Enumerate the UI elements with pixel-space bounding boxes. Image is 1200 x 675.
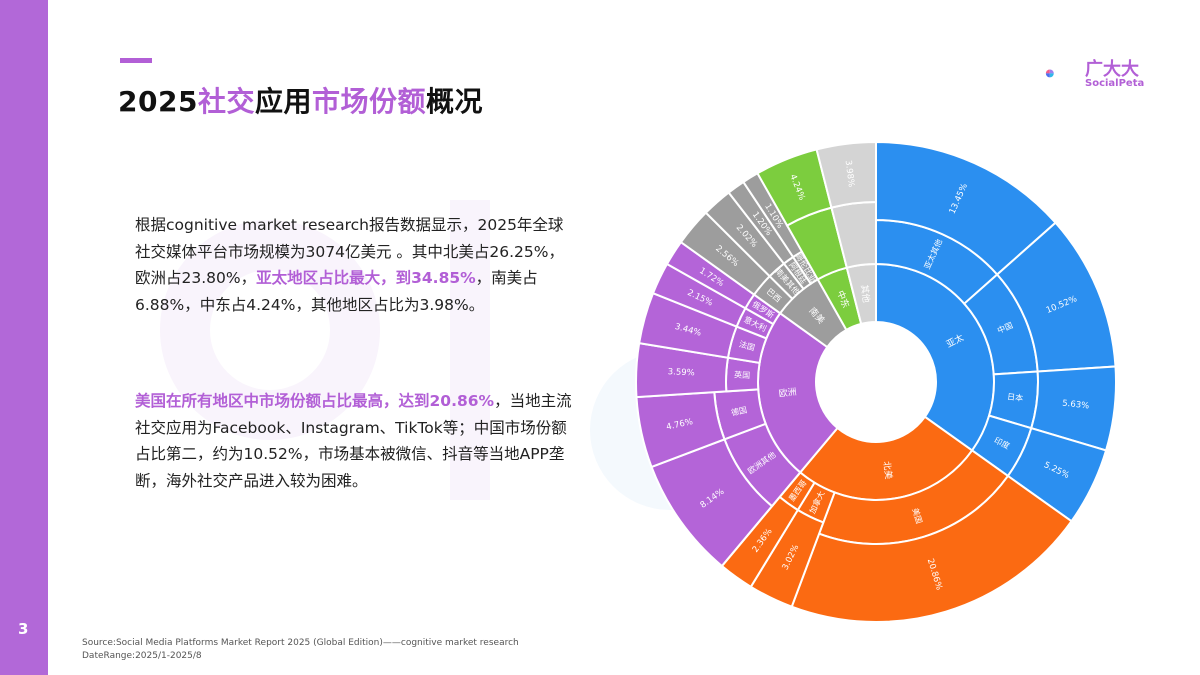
sunburst-value-label: 5.63% (1062, 399, 1090, 412)
sunburst-value-label: 3.59% (667, 367, 694, 378)
sunburst-region-label: 其他 (858, 284, 872, 303)
para1-highlight: 亚太地区占比最大，到34.85% (256, 269, 476, 287)
socialpeta-logo-icon (1045, 69, 1054, 78)
source-line: Source:Social Media Platforms Market Rep… (82, 638, 519, 648)
title-app: 应用 (254, 85, 312, 118)
title-overview: 概况 (425, 85, 483, 118)
sunburst-value-label: 3.98% (843, 160, 856, 188)
sunburst-country-label: 德国 (730, 404, 748, 417)
para2-text: ，当地主流社交应用为Facebook、Instagram、TikTok等；中国市… (135, 392, 572, 490)
para1-text1: 根据cognitive market research报告数据显示，2025年全… (135, 216, 564, 287)
summary-paragraph: 根据cognitive market research报告数据显示，2025年全… (135, 212, 575, 318)
sunburst-country-label: 日本 (1007, 391, 1024, 403)
title-accent-bar (120, 58, 152, 63)
page-number: 3 (18, 620, 29, 638)
sunburst-country-label: 美国 (910, 507, 924, 525)
page-title: 2025社交应用市场份额概况 (118, 80, 483, 120)
para1-text2: ，南美占6.88%，中东占4.24%，其他地区占比为3.98%。 (135, 269, 538, 314)
us-market-paragraph: 美国在所有地区中市场份额占比最高，达到20.86%，当地主流社交应用为Faceb… (135, 388, 575, 494)
title-year: 2025 (118, 85, 198, 118)
title-social: 社交 (197, 85, 255, 118)
para2-highlight: 美国在所有地区中市场份额占比最高，达到20.86% (135, 392, 495, 410)
left-sidebar-bar (0, 0, 48, 675)
sunburst-value-segment (815, 140, 877, 209)
sunburst-region-label: 北美 (881, 461, 895, 480)
sunburst-country-label: 英国 (734, 369, 750, 380)
sunburst-center-hole (817, 323, 935, 441)
sunburst-country-label: 法国 (738, 339, 756, 353)
source-note: Source:Social Media Platforms Market Rep… (82, 637, 519, 663)
logo-name: 广大大 (1085, 59, 1139, 80)
date-range-line: DateRange:2025/1-2025/8 (82, 651, 202, 661)
sunburst-region-label: 欧洲 (778, 386, 797, 400)
title-market-share: 市场份额 (311, 85, 426, 118)
logo-subtitle: SocialPeta (1085, 78, 1145, 89)
